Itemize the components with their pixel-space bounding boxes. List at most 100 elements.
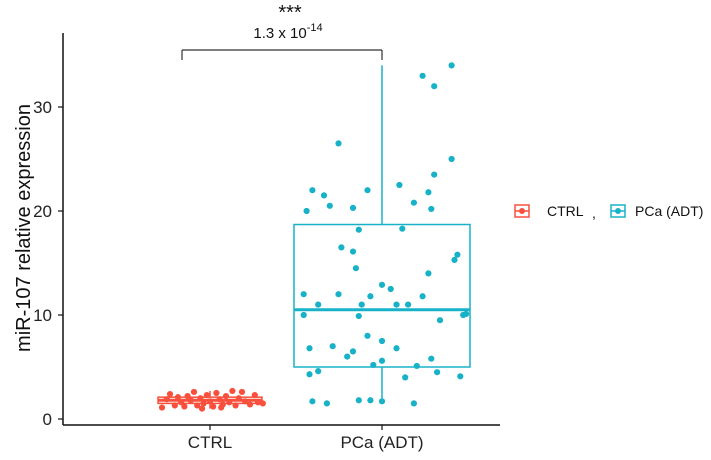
data-point: [399, 225, 406, 232]
data-point: [306, 371, 313, 378]
data-point: [413, 362, 420, 370]
points: [158, 62, 470, 412]
data-point: [364, 332, 371, 339]
data-point: [378, 398, 386, 405]
data-point: [203, 391, 210, 399]
data-point: [251, 391, 258, 399]
data-point: [315, 368, 322, 375]
data-point: [387, 285, 394, 293]
data-point: [246, 401, 254, 408]
data-point: [431, 83, 438, 90]
data-point: [410, 199, 417, 206]
data-point: [358, 301, 365, 308]
data-point: [355, 226, 362, 233]
data-point: [355, 312, 362, 320]
data-point: [303, 207, 310, 215]
data-point: [370, 361, 377, 369]
data-point: [235, 395, 242, 402]
data-point: [428, 355, 435, 362]
data-point: [355, 397, 362, 404]
data-point: [352, 265, 359, 272]
y-tick-label: 30: [33, 98, 52, 117]
data-point: [174, 394, 182, 401]
data-point: [451, 256, 458, 263]
data-point: [393, 301, 400, 308]
data-point: [320, 192, 328, 199]
y-tick-label: 20: [33, 202, 52, 221]
data-point: [259, 400, 266, 407]
p-value-exponent: -14: [307, 22, 323, 34]
data-point: [454, 251, 461, 258]
data-point: [197, 395, 204, 402]
significance-stars: ***: [278, 2, 302, 24]
data-point: [210, 403, 217, 410]
data-point: [190, 388, 198, 396]
data-point: [378, 357, 386, 364]
data-point: [428, 205, 435, 213]
legend-key-pca: [610, 204, 626, 218]
data-point: [254, 399, 262, 406]
boxes: [157, 65, 471, 409]
data-point: [448, 62, 455, 69]
data-point: [378, 337, 386, 345]
data-point: [163, 396, 170, 403]
data-point: [181, 403, 188, 410]
legend: CTRL , PCa (ADT): [514, 203, 703, 221]
data-point: [425, 270, 432, 277]
data-point: [200, 400, 207, 407]
data-point: [405, 301, 412, 308]
data-point: [419, 72, 426, 79]
data-point: [393, 345, 400, 352]
y-tick-label: 0: [43, 410, 52, 429]
data-point: [396, 181, 403, 189]
data-point: [218, 404, 225, 411]
data-point: [229, 387, 236, 395]
data-point: [300, 291, 307, 298]
data-point: [335, 140, 342, 147]
significance-bracket: *** 1.3 x 10-14: [181, 2, 383, 60]
data-point: [419, 293, 426, 300]
data-point: [434, 369, 441, 376]
data-point: [309, 187, 316, 194]
data-point: [378, 281, 386, 288]
data-point: [187, 397, 194, 404]
data-point: [364, 187, 371, 194]
data-point: [402, 374, 409, 381]
data-point: [338, 244, 345, 251]
data-point: [194, 402, 201, 409]
data-point: [166, 390, 174, 398]
box-iqr: [293, 223, 471, 368]
data-point: [431, 171, 438, 178]
data-point: [242, 398, 249, 405]
data-point: [329, 343, 336, 350]
data-point: [349, 204, 357, 211]
p-value-label: 1.3 x 10-14: [253, 22, 322, 42]
data-point: [171, 402, 178, 409]
data-point: [206, 398, 214, 405]
data-point: [158, 404, 166, 411]
x-tick-label: PCa (ADT): [340, 433, 423, 452]
data-point: [213, 389, 220, 397]
data-point: [326, 202, 333, 209]
y-axis-title: miR-107 relative expression: [13, 104, 35, 352]
data-point: [222, 393, 230, 400]
y-ticks: 0 10 20 30: [33, 98, 63, 429]
data-point: [410, 400, 417, 407]
data-point: [457, 373, 464, 380]
data-point: [198, 405, 206, 412]
data-point: [367, 293, 374, 300]
data-point: [425, 189, 432, 196]
data-point: [226, 399, 233, 406]
legend-label-ctrl: CTRL: [547, 203, 584, 219]
data-point: [460, 311, 467, 319]
data-point: [216, 396, 223, 403]
legend-key-ctrl: [514, 204, 530, 218]
legend-separator: ,: [592, 205, 596, 221]
x-ticks: CTRL PCa (ADT): [188, 425, 424, 452]
data-point: [448, 155, 455, 163]
legend-label-pca: PCa (ADT): [635, 203, 703, 219]
data-point: [367, 397, 374, 404]
data-point: [315, 301, 322, 308]
x-tick-label: CTRL: [188, 433, 232, 452]
